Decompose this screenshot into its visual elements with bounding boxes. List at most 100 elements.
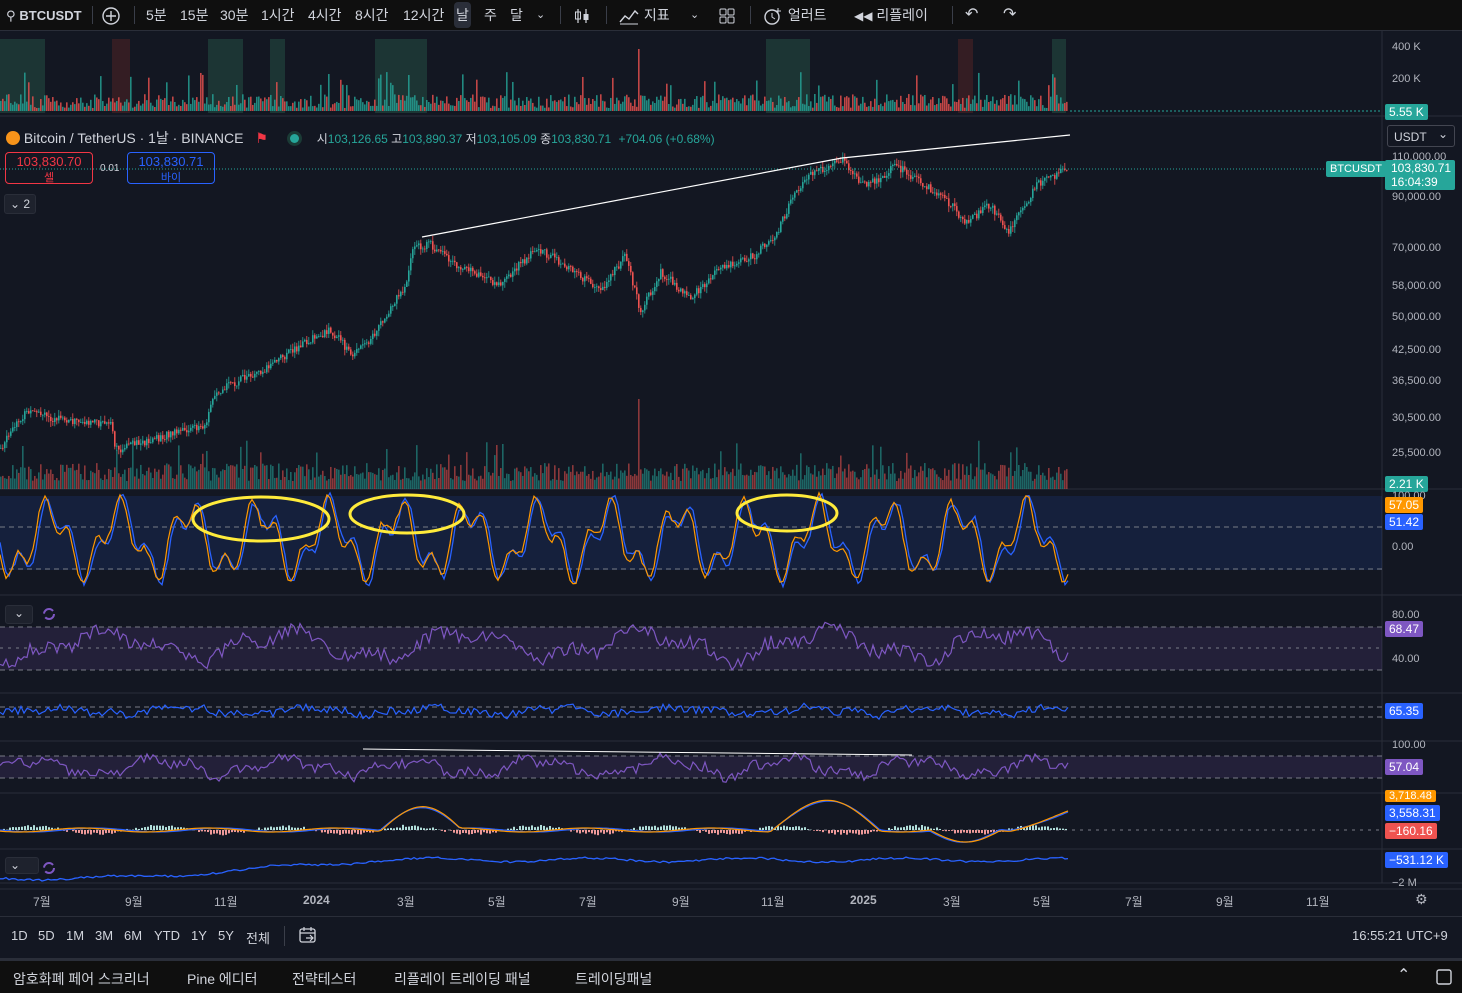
replay-button[interactable]: ◀◀ 리플레이 [854, 0, 928, 30]
goto-date-icon[interactable] [297, 924, 319, 949]
volume-bar [1012, 476, 1014, 489]
top-volume-bar [568, 95, 570, 111]
macd-histogram-bar [282, 826, 284, 830]
volume-bar [886, 479, 888, 489]
interval-15m[interactable]: 15분 [180, 0, 208, 30]
candle-body [414, 246, 416, 249]
settings-gear-icon[interactable]: ⚙ [1415, 891, 1428, 908]
top-volume-bar [180, 106, 182, 111]
macd-histogram-bar [789, 827, 791, 830]
volume-bar [546, 467, 548, 489]
range-all[interactable]: 전체 [246, 928, 270, 947]
rsi-refresh-icon[interactable] [42, 607, 56, 621]
maximize-icon[interactable] [1435, 968, 1453, 989]
volume-bar [96, 463, 98, 489]
candle-body [612, 274, 614, 275]
time-axis[interactable]: 7월 9월 11월 2024 3월 5월 7월 9월 11월 2025 3월 5… [0, 890, 1462, 912]
indicators-dropdown-chevron-icon[interactable]: ⌄ [690, 0, 699, 30]
top-volume-bar [380, 75, 382, 111]
top-volume-bar [78, 103, 80, 111]
volume-bar [642, 474, 644, 489]
symbol-search-button[interactable]: ⚲ BTCUSDT [6, 0, 82, 30]
macd-histogram-bar [759, 828, 761, 830]
candle-body [194, 425, 196, 426]
top-volume-axis-label: 400 K [1392, 41, 1421, 53]
top-volume-bar [196, 97, 198, 111]
tab-crypto-screener[interactable]: 암호화폐 페어 스크리너 [13, 969, 150, 989]
volume-bar [554, 465, 556, 489]
interval-1h[interactable]: 1시간 [261, 0, 295, 30]
top-volume-bar [876, 80, 878, 111]
candle-body [682, 289, 684, 294]
obv-refresh-icon[interactable] [42, 861, 56, 875]
range-5d[interactable]: 5D [38, 928, 55, 943]
collapse-indicators-button[interactable]: ⌄ 2 [4, 194, 36, 214]
volume-bar [1038, 465, 1040, 489]
clock[interactable]: 16:55:21 UTC+9 [1352, 928, 1448, 943]
interval-4h[interactable]: 4시간 [308, 0, 342, 30]
redo-icon[interactable]: ↷ [1003, 0, 1016, 30]
range-5y[interactable]: 5Y [218, 928, 234, 943]
volume-bar [172, 478, 174, 489]
candle-body [512, 271, 514, 276]
obv-pane-collapse-button[interactable]: ⌄ [5, 857, 39, 874]
flag-icon[interactable]: ⚑ [255, 130, 268, 146]
indicators-button[interactable]: 지표 [618, 0, 670, 30]
chart-canvas[interactable] [0, 31, 1462, 915]
interval-1w[interactable]: 주 [484, 0, 497, 30]
templates-button[interactable] [717, 0, 737, 30]
volume-bar [620, 470, 622, 489]
interval-8h[interactable]: 8시간 [355, 0, 389, 30]
range-6m[interactable]: 6M [124, 928, 142, 943]
rsi-pane-collapse-button[interactable]: ⌄ [5, 605, 33, 624]
tab-strategy-tester[interactable]: 전략테스터 [292, 969, 356, 989]
range-1y[interactable]: 1Y [191, 928, 207, 943]
currency-select[interactable]: USDT ⌄ [1387, 125, 1455, 147]
volume-bar [842, 471, 844, 489]
range-1m[interactable]: 1M [66, 928, 84, 943]
chart-type-button[interactable] [572, 0, 592, 30]
candle-body [600, 288, 602, 290]
tab-pine-editor[interactable]: Pine 에디터 [187, 969, 258, 989]
top-volume-bar [868, 106, 870, 111]
compare-symbol-button[interactable] [101, 0, 121, 30]
macd-histogram-bar [516, 829, 518, 830]
tab-trading-panel[interactable]: 트레이딩패널 [575, 969, 652, 989]
macd-histogram-bar [90, 830, 92, 835]
interval-1mo[interactable]: 달 [510, 0, 523, 30]
candle-body [958, 212, 960, 218]
volume-bar [610, 472, 612, 489]
top-volume-bar [766, 101, 768, 111]
volume-bar [770, 479, 772, 489]
interval-dropdown-chevron-icon[interactable]: ⌄ [536, 0, 545, 30]
interval-5m[interactable]: 5분 [146, 0, 167, 30]
alert-button[interactable]: 얼러트 [762, 0, 827, 30]
interval-12h[interactable]: 12시간 [403, 0, 444, 30]
candle-body [298, 346, 300, 352]
macd-histogram-bar [384, 829, 386, 830]
candle-body [802, 182, 804, 188]
macd-histogram-bar [714, 830, 716, 833]
volume-bar [890, 474, 892, 489]
candle-body [852, 171, 854, 174]
range-3m[interactable]: 3M [95, 928, 113, 943]
undo-icon[interactable]: ↶ [965, 0, 978, 30]
tab-replay-trading-panel[interactable]: 리플레이 트레이딩 패널 [394, 969, 531, 989]
price-axis-label: 50,000.00 [1392, 311, 1441, 323]
range-ytd[interactable]: YTD [154, 928, 180, 943]
macd-histogram-bar [816, 830, 818, 831]
volume-bar [792, 470, 794, 489]
volume-bar [94, 473, 96, 489]
chevron-up-icon[interactable]: ⌃ [1397, 965, 1410, 985]
range-1d[interactable]: 1D [11, 928, 28, 943]
macd-histogram-bar [582, 830, 584, 832]
volume-bar [128, 468, 130, 489]
top-volume-bar [632, 106, 634, 111]
top-volume-bar [34, 107, 36, 111]
macd-histogram-bar [345, 830, 347, 834]
interval-1d[interactable]: 날 [454, 2, 471, 28]
buy-button[interactable]: 103,830.71 바이 [127, 152, 215, 184]
sell-button[interactable]: 103,830.70 셀 [5, 152, 93, 184]
volume-bar [200, 464, 202, 489]
interval-30m[interactable]: 30분 [220, 0, 248, 30]
